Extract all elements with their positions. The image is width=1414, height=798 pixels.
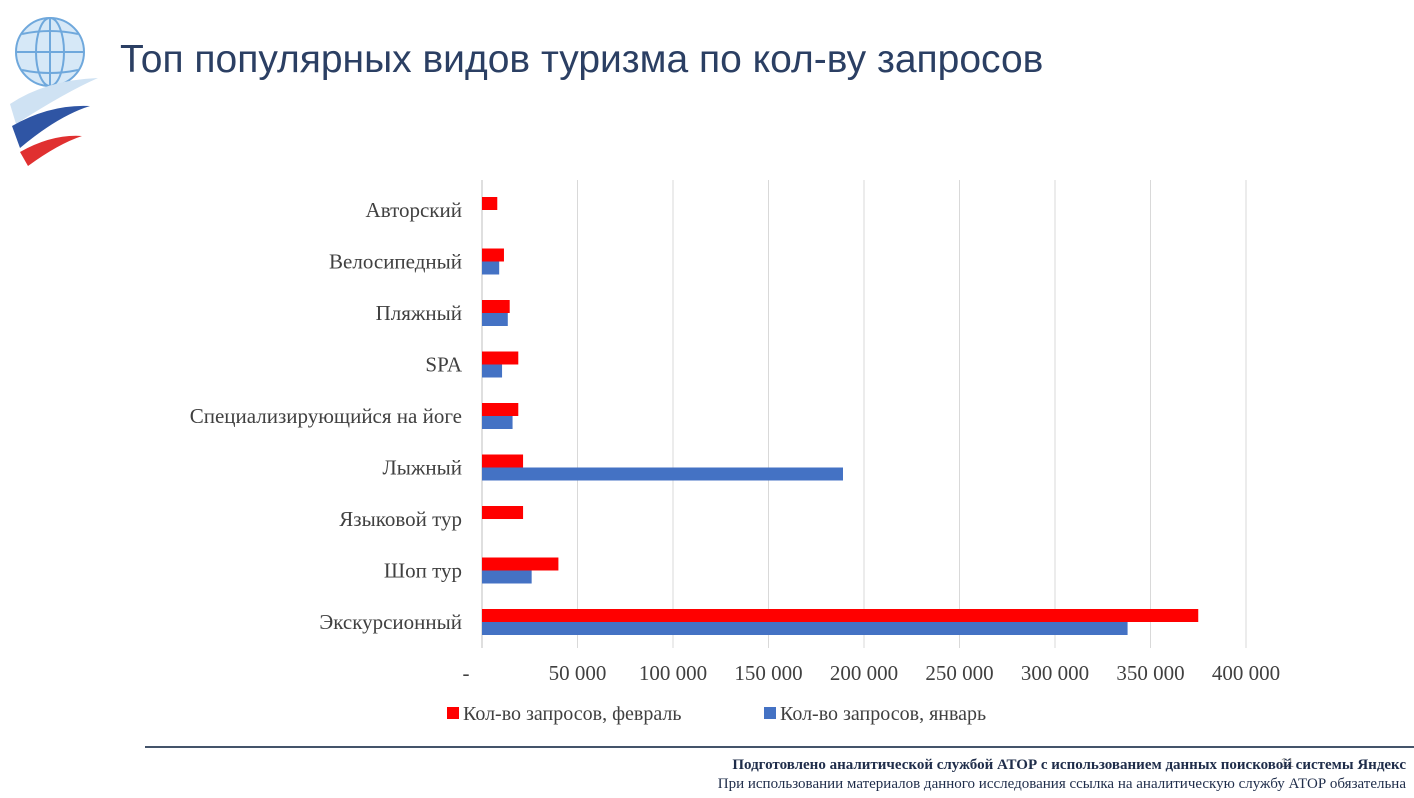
category-label: Лыжный [383,456,462,480]
chart-gridlines [481,180,1247,648]
x-tick-label: 50 000 [549,661,607,685]
logo [10,17,98,166]
category-label: Авторский [366,198,462,222]
bar-feb [482,506,524,519]
x-tick-label: - [463,661,470,685]
chart-legend: Кол-во запросов, февраль Кол-во запросов,… [447,703,986,725]
x-tick-label: 250 000 [925,661,993,685]
x-tick-label: 300 000 [1021,661,1089,685]
bar-jan [482,313,508,326]
bar-jan [482,467,843,481]
slide-number: 11 [1280,755,1295,770]
bar-jan [482,622,1128,635]
footer-credit: Подготовлено аналитической службой АТОР … [732,757,1406,773]
x-tick-label: 150 000 [734,661,802,685]
page-title: Топ популярных видов туризма по кол-ву з… [120,38,1044,81]
category-label: Экскурсионный [319,610,462,634]
bar-jan [482,261,500,275]
bar-feb [482,351,519,365]
bar-jan [482,416,513,429]
bar-feb [482,609,1199,622]
chart-bars [482,197,1199,635]
footer-disclaimer: При использовании материалов данного исс… [717,776,1406,792]
legend-label-jan: Кол-во запросов, январь [780,703,986,725]
chart-x-tick-labels: - 50 000 100 000 150 000 200 000 250 000 300 0… [463,661,1281,685]
bar-jan [482,570,532,584]
category-label: Специализирующийся на йоге [190,404,462,428]
x-tick-label: 400 000 [1212,661,1280,685]
bar-feb [482,197,498,210]
category-label: Шоп тур [384,559,462,583]
x-tick-label: 200 000 [830,661,898,685]
legend-swatch-jan [764,707,776,719]
bar-feb [482,557,559,571]
bar-feb [482,300,510,313]
bar-chart: Авторский Велосипедный Пляжный SPA Специализ… [190,180,1281,725]
x-tick-label: 100 000 [639,661,707,685]
bar-feb [482,454,524,468]
category-label: Пляжный [376,301,462,325]
bar-feb [482,248,504,262]
category-label: SPA [425,353,462,377]
chart-category-labels: Авторский Велосипедный Пляжный SPA Специализ… [190,198,463,634]
category-label: Велосипедный [329,250,462,274]
x-tick-label: 350 000 [1116,661,1184,685]
bar-feb [482,403,519,416]
bar-jan [482,364,503,378]
footer-divider [145,746,1414,748]
legend-label-feb: Кол-во запросов, февраль [463,703,682,725]
category-label: Языковой тур [339,507,462,531]
legend-swatch-feb [447,707,459,719]
